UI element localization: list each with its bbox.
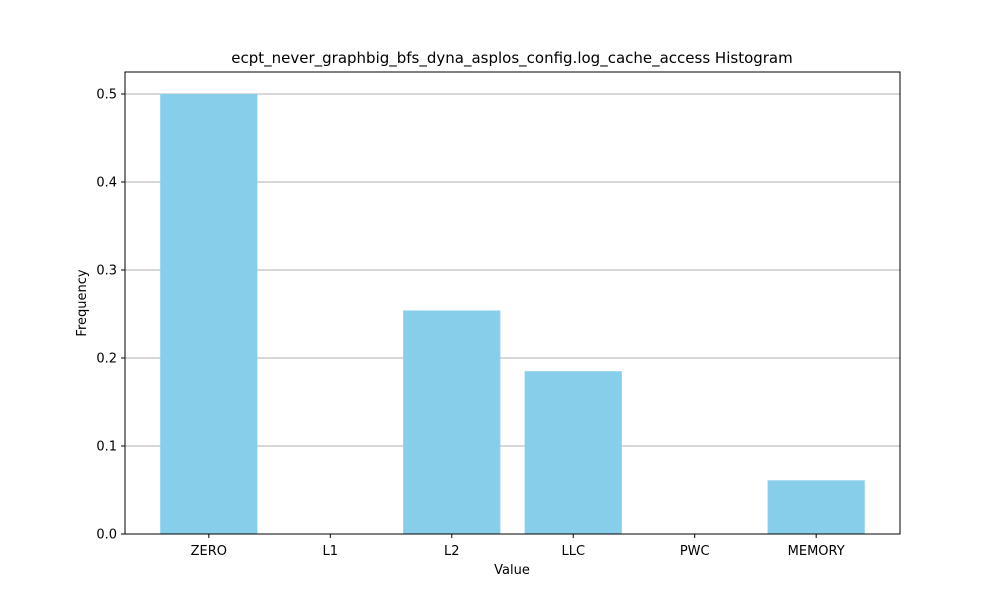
bar-zero xyxy=(160,94,258,534)
plot-frame xyxy=(124,71,901,535)
x-tick-label: L1 xyxy=(323,544,339,559)
y-tick-label: 0.3 xyxy=(96,264,117,279)
x-tick-label: L2 xyxy=(444,544,460,559)
bar-memory xyxy=(767,480,865,534)
bar-l2 xyxy=(403,310,501,534)
x-tick-label: LLC xyxy=(561,544,585,559)
y-tick-label: 0.4 xyxy=(96,176,117,191)
y-axis-label: Frequency xyxy=(75,269,90,336)
x-axis-label: Value xyxy=(494,563,530,578)
y-tick-label: 0.0 xyxy=(96,528,117,543)
y-tick-label: 0.2 xyxy=(96,352,117,367)
bar-llc xyxy=(524,371,622,534)
chart-title: ecpt_never_graphbig_bfs_dyna_asplos_conf… xyxy=(231,49,793,68)
y-tick-label: 0.1 xyxy=(96,440,117,455)
y-axis-ticks: 0.0 0.1 0.2 0.3 0.4 0.5 xyxy=(96,88,125,543)
y-tick-label: 0.5 xyxy=(96,88,117,103)
bars xyxy=(160,94,865,534)
x-tick-label: PWC xyxy=(680,544,710,559)
x-tick-label: MEMORY xyxy=(788,544,845,559)
x-tick-label: ZERO xyxy=(191,544,227,559)
x-axis-ticks: ZERO L1 L2 LLC PWC MEMORY xyxy=(191,534,845,559)
